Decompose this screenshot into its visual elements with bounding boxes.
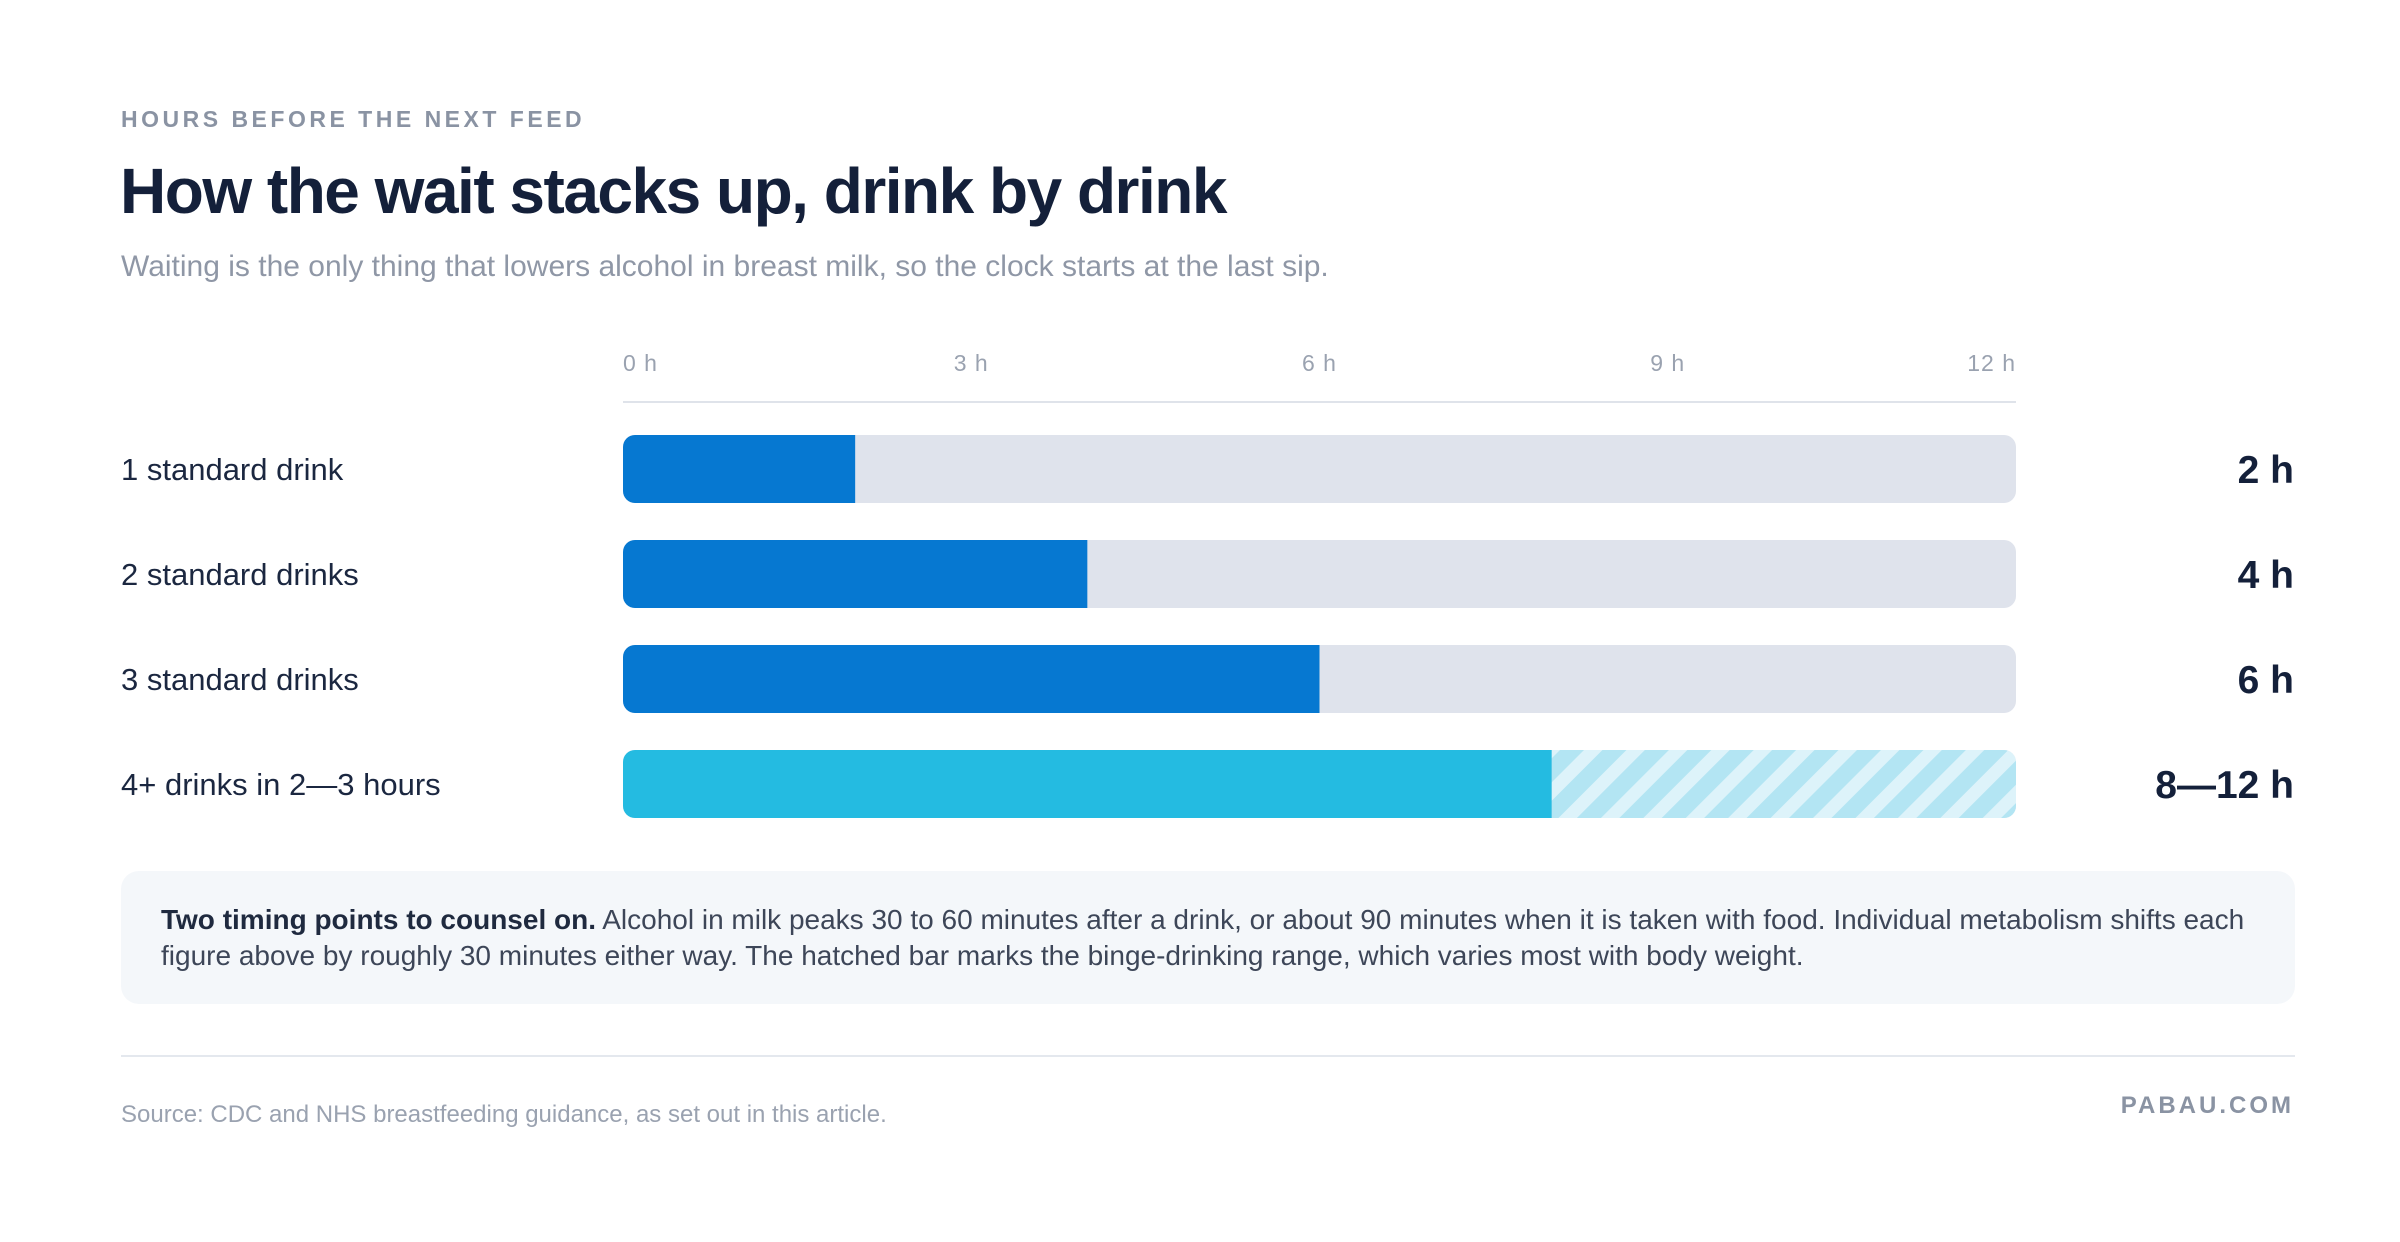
- chart-eyebrow: HOURS BEFORE THE NEXT FEED: [121, 106, 586, 132]
- footer-divider: [121, 1055, 2295, 1057]
- value-label: 2 h: [2238, 449, 2294, 492]
- x-tick-label: 3 h: [954, 350, 989, 376]
- note-lead: Two timing points to counsel on.: [161, 904, 596, 935]
- bar-range-hatch: [1551, 750, 2016, 818]
- category-label: 1 standard drink: [121, 452, 344, 487]
- chart-title: How the wait stacks up, drink by drink: [120, 155, 1227, 227]
- category-label: 4+ drinks in 2—3 hours: [121, 767, 441, 802]
- bar-row: [623, 435, 2016, 503]
- x-tick-label: 9 h: [1650, 350, 1685, 376]
- chart-subtitle: Waiting is the only thing that lowers al…: [121, 250, 1329, 283]
- category-label: 3 standard drinks: [121, 662, 359, 697]
- bar-row: [623, 750, 2016, 818]
- value-label: 6 h: [2238, 659, 2294, 702]
- bar: [623, 750, 1552, 818]
- note-body: Alcohol in milk peaks 30 to 60 minutes a…: [161, 904, 2245, 971]
- value-label: 8—12 h: [2155, 764, 2294, 807]
- counsel-note: Two timing points to counsel on. Alcohol…: [121, 871, 2295, 1004]
- bar: [623, 645, 1320, 713]
- x-tick-label: 12 h: [1967, 350, 2016, 376]
- category-label: 2 standard drinks: [121, 557, 359, 592]
- bar-row: [623, 540, 2016, 608]
- source-note: Source: CDC and NHS breastfeeding guidan…: [121, 1101, 887, 1128]
- x-tick-label: 0 h: [623, 350, 658, 376]
- bar: [623, 540, 1088, 608]
- bar-row: [623, 645, 2016, 713]
- bar: [623, 435, 856, 503]
- value-label: 4 h: [2238, 554, 2294, 597]
- brand-mark: PABAU.COM: [2120, 1092, 2294, 1119]
- x-tick-label: 6 h: [1302, 350, 1337, 376]
- bar-chart: 0 h 3 h 6 h 9 h 12 h 1 standard drink 2 h 2 st…: [121, 350, 2294, 818]
